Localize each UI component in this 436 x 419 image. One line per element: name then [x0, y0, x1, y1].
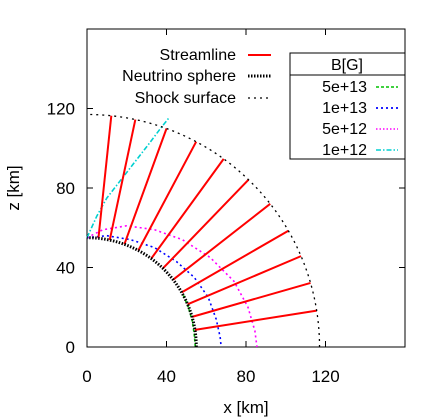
streamline-1	[191, 281, 311, 318]
field-contour-0	[182, 295, 197, 348]
legend-streamline-label: Streamline	[160, 47, 237, 64]
x-tick-label-3: 120	[311, 367, 339, 386]
legend-right: B[G] 5e+13 1e+13 5e+12 1e+12	[289, 52, 406, 160]
streamlines	[97, 115, 317, 331]
surfaces	[86, 113, 321, 348]
legend-5e13-label: 5e+13	[322, 79, 367, 96]
legend-shock-surface-label: Shock surface	[135, 90, 236, 107]
y-tick-label-0: 0	[66, 338, 75, 357]
field-contours	[86, 117, 258, 348]
y-tick-label-3: 120	[47, 100, 75, 119]
field-contour-1	[86, 234, 222, 348]
x-tick-label-1: 40	[157, 367, 176, 386]
streamline-10	[97, 115, 113, 239]
legend-1e13-label: 1e+13	[322, 100, 367, 117]
legend-1e12-label: 1e+12	[322, 142, 367, 159]
x-axis-label: x [km]	[223, 398, 268, 417]
tick-labels: 0 40 80 120 0 40 80 120	[47, 100, 340, 387]
field-contour-3	[86, 117, 170, 239]
legend-right-title: B[G]	[331, 57, 363, 74]
field-contour-2	[86, 224, 258, 348]
streamline-7	[137, 141, 198, 251]
legend-left: Streamline Neutrino sphere Shock surface	[122, 47, 271, 107]
streamline-0	[194, 309, 317, 331]
legend-neutrino-sphere-label: Neutrino sphere	[122, 68, 236, 85]
y-tick-label-1: 40	[56, 259, 75, 278]
x-tick-label-2: 80	[237, 367, 256, 386]
streamline-8	[123, 128, 168, 245]
streamline-6	[150, 158, 225, 260]
streamline-3	[181, 229, 289, 294]
streamline-9	[108, 119, 137, 241]
legend-5e12-label: 5e+12	[322, 121, 367, 138]
neutrino-sphere	[86, 236, 198, 348]
x-tick-label-0: 0	[82, 367, 91, 386]
streamline-2	[187, 255, 302, 306]
shock-surface	[86, 113, 321, 348]
streamline-4	[172, 203, 271, 281]
y-tick-label-2: 80	[56, 179, 75, 198]
y-axis-label: z [km]	[4, 165, 23, 210]
legend-right-box	[289, 52, 406, 160]
streamline-5	[162, 179, 250, 270]
